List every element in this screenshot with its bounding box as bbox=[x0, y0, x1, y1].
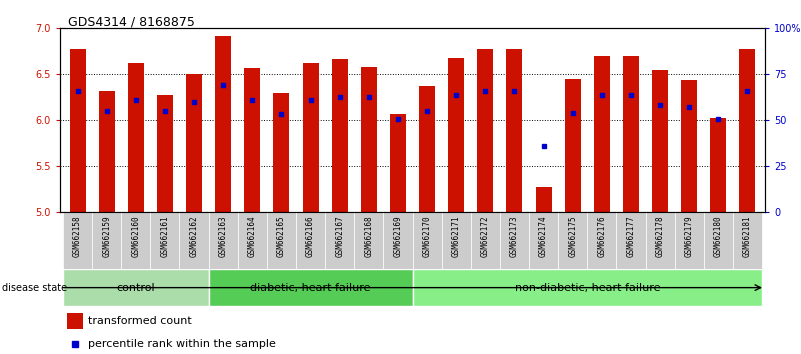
Text: non-diabetic, heart failure: non-diabetic, heart failure bbox=[514, 282, 660, 293]
Bar bbox=[70, 48, 86, 212]
Bar bbox=[419, 86, 435, 212]
Text: disease state: disease state bbox=[2, 282, 66, 293]
Bar bbox=[92, 212, 121, 269]
Text: GSM662159: GSM662159 bbox=[103, 215, 111, 257]
Text: GSM662181: GSM662181 bbox=[743, 215, 752, 257]
Bar bbox=[128, 63, 144, 212]
Bar bbox=[325, 212, 354, 269]
Bar bbox=[500, 212, 529, 269]
Text: GSM662158: GSM662158 bbox=[73, 215, 82, 257]
Bar bbox=[646, 212, 674, 269]
Text: diabetic, heart failure: diabetic, heart failure bbox=[251, 282, 371, 293]
Text: GSM662179: GSM662179 bbox=[685, 215, 694, 257]
Bar bbox=[704, 212, 733, 269]
Text: GSM662175: GSM662175 bbox=[568, 215, 578, 257]
Text: GSM662173: GSM662173 bbox=[510, 215, 519, 257]
Text: GSM662165: GSM662165 bbox=[277, 215, 286, 257]
Bar bbox=[121, 212, 151, 269]
Text: GSM662180: GSM662180 bbox=[714, 215, 723, 257]
Text: transformed count: transformed count bbox=[88, 316, 192, 326]
Bar bbox=[441, 212, 471, 269]
Text: control: control bbox=[116, 282, 155, 293]
Bar bbox=[63, 269, 208, 306]
Text: GSM662174: GSM662174 bbox=[539, 215, 548, 257]
Bar bbox=[157, 95, 173, 212]
Bar bbox=[536, 187, 552, 212]
Text: GSM662162: GSM662162 bbox=[190, 215, 199, 257]
Text: GSM662170: GSM662170 bbox=[423, 215, 432, 257]
Bar bbox=[390, 114, 406, 212]
Text: GSM662166: GSM662166 bbox=[306, 215, 315, 257]
Bar bbox=[332, 59, 348, 212]
Text: GSM662172: GSM662172 bbox=[481, 215, 490, 257]
Bar bbox=[267, 212, 296, 269]
Bar bbox=[652, 70, 668, 212]
Text: GSM662171: GSM662171 bbox=[452, 215, 461, 257]
Bar bbox=[244, 68, 260, 212]
Text: GSM662168: GSM662168 bbox=[364, 215, 373, 257]
Text: GSM662160: GSM662160 bbox=[131, 215, 140, 257]
Bar bbox=[477, 48, 493, 212]
Bar bbox=[273, 93, 289, 212]
Bar bbox=[674, 212, 704, 269]
Bar bbox=[179, 212, 208, 269]
Bar bbox=[354, 212, 384, 269]
Bar bbox=[506, 48, 522, 212]
Bar bbox=[681, 80, 697, 212]
Bar bbox=[208, 269, 413, 306]
Bar bbox=[296, 212, 325, 269]
Bar bbox=[360, 67, 376, 212]
Bar bbox=[623, 56, 639, 212]
Bar bbox=[529, 212, 558, 269]
Bar bbox=[186, 74, 202, 212]
Bar bbox=[594, 56, 610, 212]
Bar bbox=[733, 212, 762, 269]
Bar bbox=[67, 313, 83, 329]
Bar bbox=[617, 212, 646, 269]
Bar bbox=[471, 212, 500, 269]
Text: GSM662176: GSM662176 bbox=[598, 215, 606, 257]
Bar bbox=[208, 212, 238, 269]
Bar bbox=[739, 48, 755, 212]
Bar bbox=[99, 91, 115, 212]
Text: GSM662164: GSM662164 bbox=[248, 215, 257, 257]
Bar bbox=[413, 212, 441, 269]
Text: GSM662169: GSM662169 bbox=[393, 215, 402, 257]
Text: GSM662178: GSM662178 bbox=[655, 215, 665, 257]
Bar bbox=[710, 118, 727, 212]
Text: GSM662161: GSM662161 bbox=[160, 215, 170, 257]
Text: GSM662177: GSM662177 bbox=[626, 215, 635, 257]
Text: GSM662163: GSM662163 bbox=[219, 215, 227, 257]
Bar bbox=[151, 212, 179, 269]
Text: GDS4314 / 8168875: GDS4314 / 8168875 bbox=[68, 16, 195, 29]
Text: GSM662167: GSM662167 bbox=[335, 215, 344, 257]
Bar bbox=[449, 58, 465, 212]
Bar bbox=[215, 36, 231, 212]
Bar bbox=[303, 63, 319, 212]
Bar bbox=[238, 212, 267, 269]
Bar bbox=[384, 212, 413, 269]
Bar bbox=[413, 269, 762, 306]
Bar bbox=[63, 212, 92, 269]
Bar bbox=[565, 79, 581, 212]
Text: percentile rank within the sample: percentile rank within the sample bbox=[88, 339, 276, 349]
Bar bbox=[558, 212, 587, 269]
Bar bbox=[587, 212, 617, 269]
